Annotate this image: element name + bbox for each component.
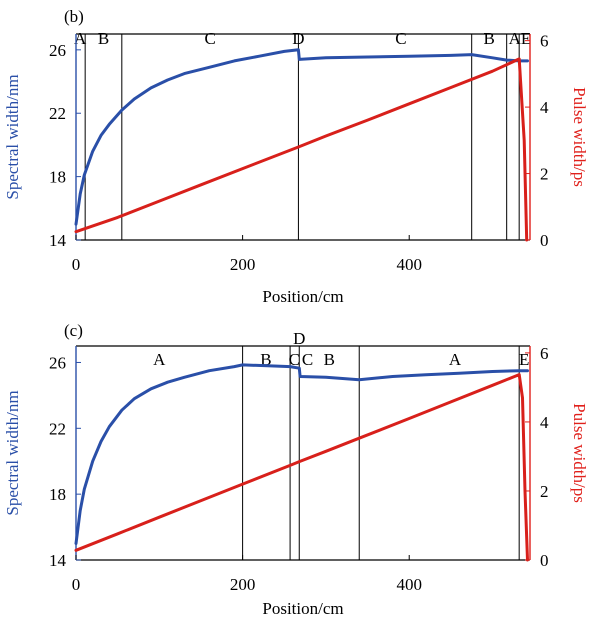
- y-left-tick-label: 14: [49, 551, 67, 570]
- y-right-tick-label: 2: [540, 165, 549, 184]
- y-right-axis-title: Pulse width/ps: [570, 403, 589, 503]
- y-left-axis-title: Spectral width/nm: [3, 390, 22, 515]
- y-right-tick-label: 6: [540, 32, 549, 51]
- y-left-tick-label: 22: [49, 104, 66, 123]
- spectral-width-line: [74, 48, 529, 226]
- panel-label: (c): [64, 321, 83, 340]
- region-label: D: [293, 329, 305, 348]
- y-right-tick-label: 6: [540, 344, 549, 363]
- x-tick-label: 200: [230, 255, 256, 274]
- region-label: B: [484, 29, 495, 48]
- region-label: D: [292, 29, 304, 48]
- y-right-tick-label: 4: [540, 413, 549, 432]
- y-left-tick-label: 22: [49, 419, 66, 438]
- region-label: C: [302, 350, 313, 369]
- region-label: B: [260, 350, 271, 369]
- region-label: C: [395, 29, 406, 48]
- y-left-tick-label: 18: [49, 485, 66, 504]
- region-label: B: [98, 29, 109, 48]
- y-left-tick-label: 14: [49, 231, 67, 250]
- region-label: C: [204, 29, 215, 48]
- y-right-tick-label: 0: [540, 551, 549, 570]
- region-label: B: [324, 350, 335, 369]
- x-axis-title: Position/cm: [262, 599, 343, 618]
- x-tick-label: 400: [396, 255, 422, 274]
- region-label: A: [449, 350, 462, 369]
- x-tick-label: 0: [72, 255, 81, 274]
- pulse-width-line: [74, 373, 529, 562]
- region-label: C: [289, 350, 300, 369]
- y-right-axis-title: Pulse width/ps: [570, 87, 589, 187]
- y-right-tick-label: 2: [540, 482, 549, 501]
- x-tick-label: 200: [230, 575, 256, 594]
- region-label: AE: [509, 29, 532, 48]
- panel-c: (c)A B C CDB A E0 200 400141822260246Position/c…: [3, 321, 589, 618]
- y-left-tick-label: 26: [49, 41, 66, 60]
- x-tick-label: 400: [396, 575, 422, 594]
- y-right-tick-label: 4: [540, 98, 549, 117]
- y-left-tick-label: 26: [49, 353, 66, 372]
- region-label: A: [153, 350, 166, 369]
- spectral-width-line: [74, 363, 529, 545]
- pulse-width-line: [74, 57, 529, 242]
- region-label: E: [519, 350, 529, 369]
- x-tick-label: 0: [72, 575, 81, 594]
- y-right-tick-label: 0: [540, 231, 549, 250]
- y-left-tick-label: 18: [49, 168, 66, 187]
- y-left-axis-title: Spectral width/nm: [3, 74, 22, 199]
- panel-b: (b)A B C D C B AE0 200 400141822260246Position/c…: [3, 7, 589, 306]
- x-axis-title: Position/cm: [262, 287, 343, 306]
- panel-label: (b): [64, 7, 84, 26]
